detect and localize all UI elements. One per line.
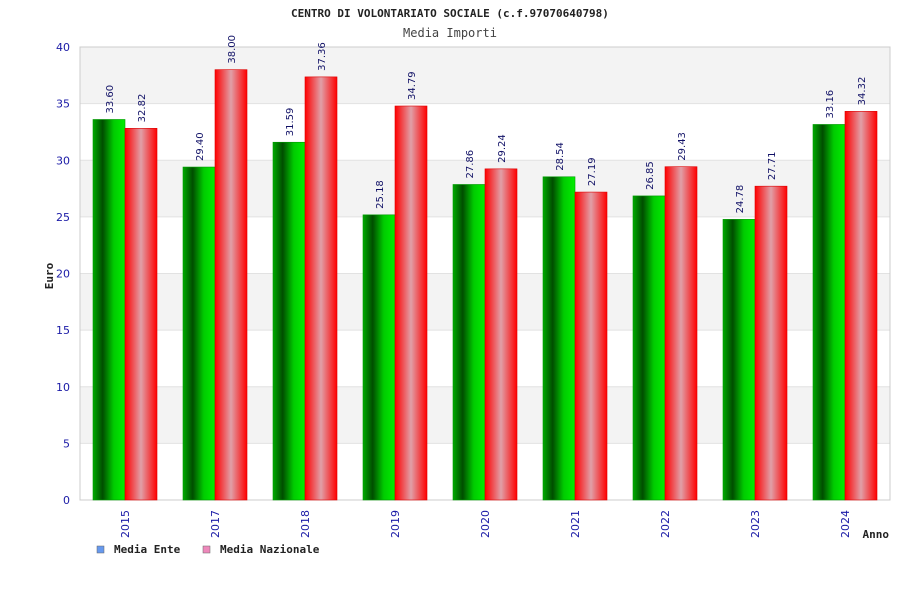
bars: 33.60 32.82 29.40 38.00 31.59 37.36 25.18 34.79… (92, 35, 878, 501)
bar-media-nazionale (394, 105, 428, 501)
bar-value-label: 37.36 (317, 42, 328, 71)
x-axis: 2015 2017 2018 2019 2020 2021 2022 2023 2024 (119, 510, 852, 538)
bar-value-label: 29.43 (677, 132, 688, 161)
y-tick-label: 20 (56, 268, 70, 281)
legend-swatch (202, 545, 211, 554)
legend-swatch (96, 545, 105, 554)
bar-media-nazionale (664, 166, 698, 501)
x-tick-label: 2017 (209, 510, 222, 538)
bar-media-nazionale (754, 185, 788, 501)
bar-media-ente (722, 219, 756, 501)
bar-value-label: 33.60 (105, 85, 116, 114)
y-tick-label: 15 (56, 324, 70, 337)
bar-media-ente (272, 141, 306, 501)
bar-media-nazionale (304, 76, 338, 501)
chart-title: CENTRO DI VOLONTARIATO SOCIALE (c.f.9707… (291, 7, 609, 20)
bar-value-label: 28.54 (555, 142, 566, 171)
bar-value-label: 26.85 (645, 161, 656, 190)
bar-value-label: 27.86 (465, 150, 476, 179)
bar-value-label: 27.71 (767, 152, 778, 181)
bar-media-ente (362, 214, 396, 501)
bar-media-ente (452, 184, 486, 501)
bar-value-label: 29.40 (195, 132, 206, 161)
x-tick-label: 2021 (569, 510, 582, 538)
y-tick-label: 10 (56, 381, 70, 394)
bar-media-ente (92, 119, 126, 501)
bar-media-nazionale (574, 191, 608, 501)
x-tick-label: 2015 (119, 510, 132, 538)
bar-media-nazionale (124, 128, 158, 501)
legend-label: Media Nazionale (220, 543, 320, 556)
x-tick-label: 2022 (659, 510, 672, 538)
bar-media-ente (542, 176, 576, 501)
bar-media-nazionale (844, 111, 878, 501)
x-tick-label: 2023 (749, 510, 762, 538)
bar-value-label: 34.79 (407, 71, 418, 100)
y-axis: 0 5 10 15 20 25 30 35 40 (56, 41, 70, 507)
bar-media-ente (182, 166, 216, 501)
bar-media-nazionale (214, 69, 248, 501)
legend: Media Ente Media Nazionale (96, 543, 320, 556)
x-tick-label: 2020 (479, 510, 492, 538)
y-tick-label: 5 (63, 437, 70, 450)
bar-value-label: 27.19 (587, 157, 598, 186)
bar-value-label: 31.59 (285, 108, 296, 137)
y-tick-label: 40 (56, 41, 70, 54)
bar-value-label: 33.16 (825, 90, 836, 119)
bar-media-ente (632, 195, 666, 501)
y-tick-label: 35 (56, 98, 70, 111)
bar-value-label: 24.78 (735, 185, 746, 214)
grid-band (80, 47, 890, 104)
x-tick-label: 2018 (299, 510, 312, 538)
bar-media-nazionale (484, 168, 518, 501)
bar-value-label: 34.32 (857, 77, 868, 106)
bar-value-label: 29.24 (497, 134, 508, 163)
bar-value-label: 25.18 (375, 180, 386, 209)
x-tick-label: 2024 (839, 510, 852, 538)
x-axis-label: Anno (863, 528, 890, 541)
legend-label: Media Ente (114, 543, 181, 556)
chart-subtitle: Media Importi (403, 26, 497, 40)
bar-value-label: 38.00 (227, 35, 238, 64)
y-tick-label: 25 (56, 211, 70, 224)
y-tick-label: 0 (63, 494, 70, 507)
y-axis-label: Euro (43, 262, 56, 289)
x-tick-label: 2019 (389, 510, 402, 538)
bar-media-ente (812, 124, 846, 501)
y-tick-label: 30 (56, 154, 70, 167)
bar-value-label: 32.82 (137, 94, 148, 123)
